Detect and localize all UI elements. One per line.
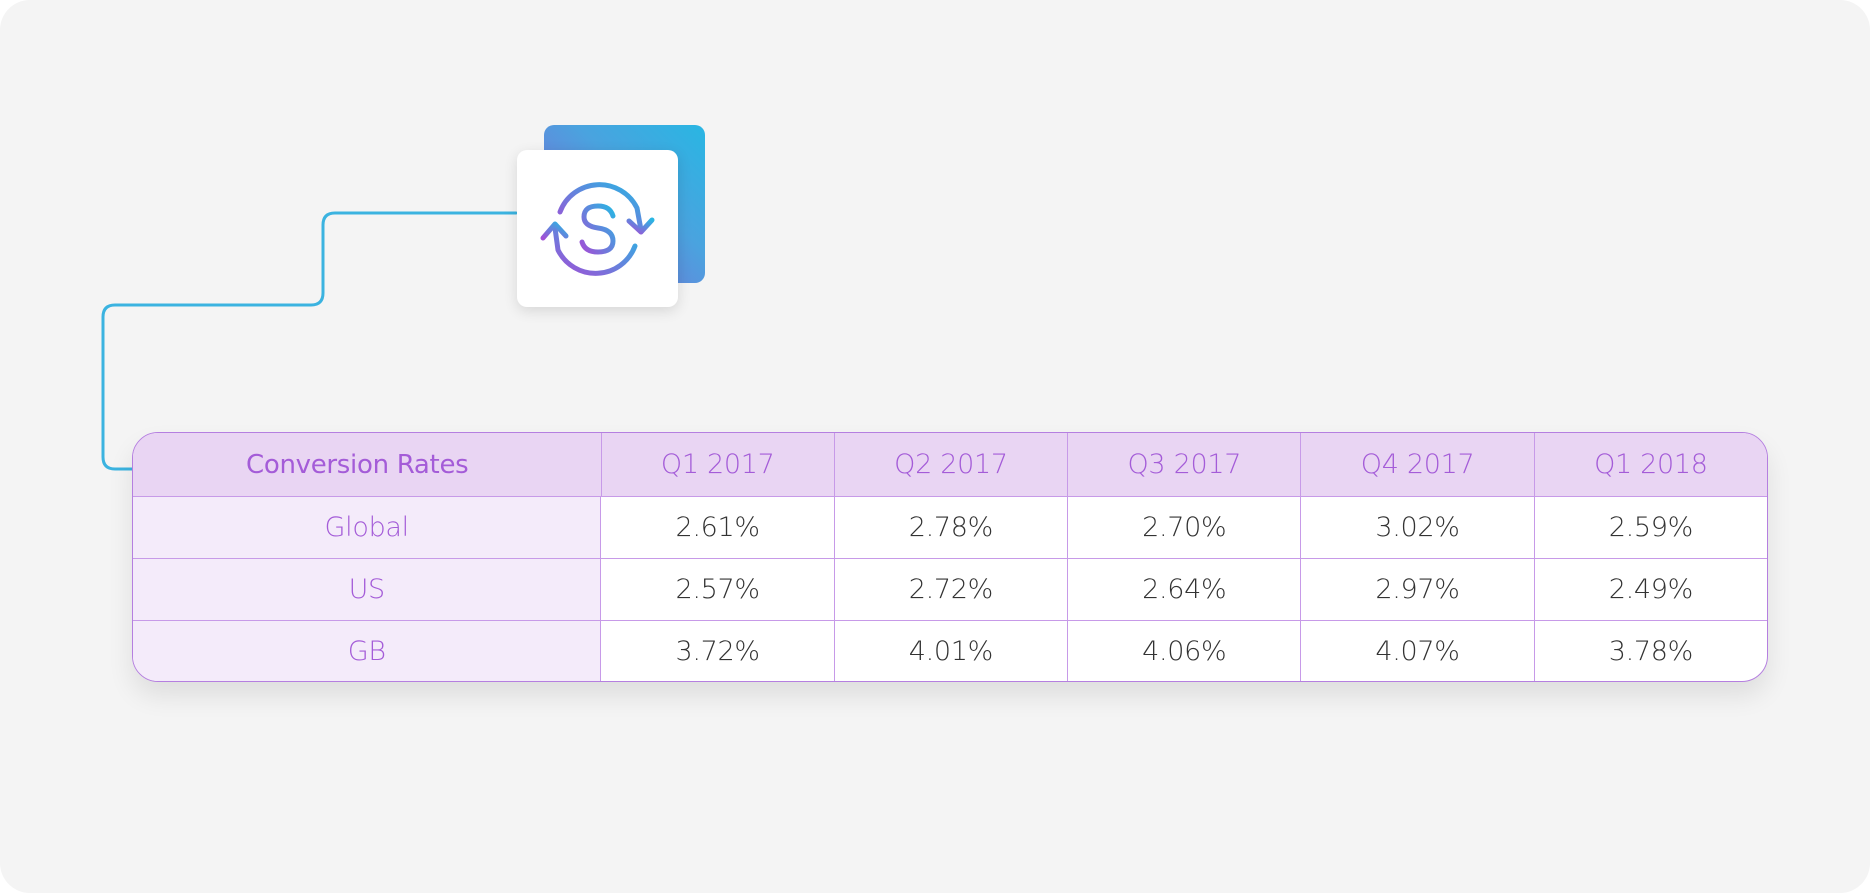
column-header: Q3 2017 <box>1067 433 1300 496</box>
table-row: US 2.57% 2.72% 2.64% 2.97% 2.49% <box>133 558 1767 620</box>
cell-value: 3.72% <box>675 636 760 667</box>
table-row: Global 2.61% 2.78% 2.70% 3.02% 2.59% <box>133 496 1767 558</box>
table-row: GB 3.72% 4.01% 4.06% 4.07% 3.78% <box>133 620 1767 681</box>
row-label: GB <box>347 636 386 667</box>
table-cell: 2.64% <box>1067 559 1300 620</box>
cell-value: 2.72% <box>908 574 994 605</box>
column-header: Q1 2017 <box>600 433 834 496</box>
cell-value: 4.07% <box>1375 636 1460 667</box>
cell-value: 2.78% <box>908 512 994 543</box>
table-title-cell: Conversion Rates <box>133 433 601 496</box>
conversion-rates-table: Conversion Rates Q1 2017 Q2 2017 Q3 2017… <box>132 432 1768 682</box>
row-label: US <box>348 574 386 605</box>
table-cell: 2.97% <box>1300 559 1533 620</box>
cell-value: 2.70% <box>1142 512 1227 543</box>
table-cell: 2.59% <box>1533 497 1767 558</box>
column-header-label: Q1 2018 <box>1594 449 1708 480</box>
table-cell: 3.72% <box>600 621 833 681</box>
cell-value: 2.59% <box>1608 512 1694 543</box>
table-cell: 4.07% <box>1300 621 1533 681</box>
table-cell: 2.78% <box>833 497 1067 558</box>
table-header-row: Conversion Rates Q1 2017 Q2 2017 Q3 2017… <box>133 433 1767 496</box>
cell-value: 2.64% <box>1142 574 1227 605</box>
column-header: Q2 2017 <box>833 433 1067 496</box>
cell-value: 4.01% <box>908 636 994 667</box>
column-header-label: Q2 2017 <box>894 449 1008 480</box>
cell-value: 4.06% <box>1142 636 1227 667</box>
table-cell: 3.78% <box>1533 621 1767 681</box>
row-label: Global <box>324 512 410 543</box>
table-cell: 2.61% <box>600 497 833 558</box>
table-title: Conversion Rates <box>246 449 469 480</box>
cell-value: 2.61% <box>675 512 760 543</box>
currency-exchange-icon <box>540 181 654 276</box>
row-label-cell: US <box>133 559 601 620</box>
table-cell: 2.72% <box>833 559 1067 620</box>
cell-value: 2.97% <box>1375 574 1460 605</box>
column-header-label: Q1 2017 <box>660 449 775 480</box>
table-cell: 2.49% <box>1533 559 1767 620</box>
cell-value: 2.49% <box>1608 574 1694 605</box>
cell-value: 3.78% <box>1608 636 1694 667</box>
column-header-label: Q3 2017 <box>1127 449 1242 480</box>
column-header: Q4 2017 <box>1300 433 1533 496</box>
cell-value: 2.57% <box>675 574 760 605</box>
table-cell: 2.70% <box>1067 497 1300 558</box>
cell-value: 3.02% <box>1375 512 1460 543</box>
column-header: Q1 2018 <box>1533 433 1767 496</box>
table-cell: 4.01% <box>833 621 1067 681</box>
row-label-cell: Global <box>133 497 601 558</box>
table-cell: 4.06% <box>1067 621 1300 681</box>
column-header-label: Q4 2017 <box>1360 449 1475 480</box>
table-cell: 2.57% <box>600 559 833 620</box>
icon-card <box>517 150 678 307</box>
table-cell: 3.02% <box>1300 497 1533 558</box>
row-label-cell: GB <box>133 621 601 681</box>
